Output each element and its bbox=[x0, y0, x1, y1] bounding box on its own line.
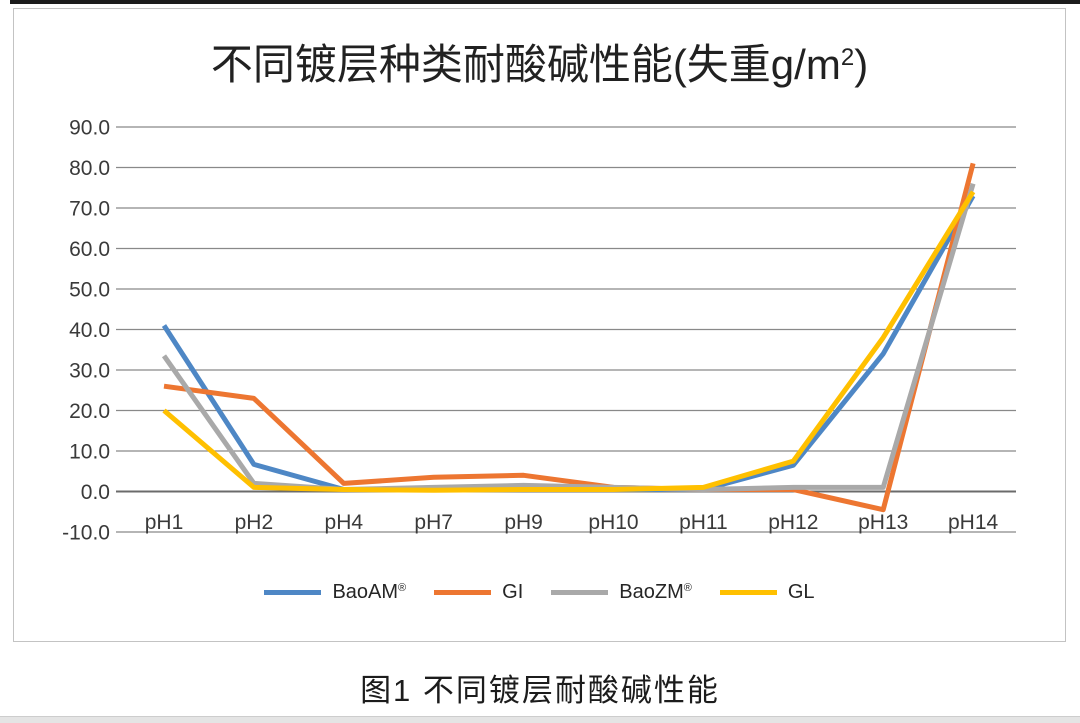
legend-line-swatch bbox=[434, 590, 492, 595]
legend-item-baozm: BaoZM® bbox=[551, 581, 692, 604]
y-axis-tick-label: 50.0 bbox=[69, 279, 110, 302]
chart-frame: 不同镀层种类耐酸碱性能(失重g/m2) 90.0 80.0 70.0 60.0 50.0… bbox=[13, 8, 1066, 642]
x-axis-category-label: pH14 bbox=[948, 511, 999, 534]
y-axis-tick-label: 30.0 bbox=[69, 360, 110, 383]
legend-line-swatch bbox=[264, 590, 322, 595]
x-axis-category-label: pH13 bbox=[858, 511, 908, 534]
legend-item-gi: GI bbox=[434, 581, 523, 604]
chart-title-close-paren: ) bbox=[854, 41, 869, 88]
y-axis-tick-label: -10.0 bbox=[62, 522, 110, 545]
y-axis-tick-label: 10.0 bbox=[69, 441, 110, 464]
x-axis-category-label: pH7 bbox=[414, 511, 453, 534]
chart-title: 不同镀层种类耐酸碱性能(失重g/m2) bbox=[14, 31, 1065, 92]
x-axis-category-label: pH1 bbox=[145, 511, 184, 534]
bottom-edge-strip bbox=[0, 716, 1080, 723]
legend-label: GL bbox=[787, 581, 815, 603]
top-edge-strip bbox=[10, 0, 1080, 4]
series-line-baozm bbox=[161, 182, 976, 492]
legend-item-baoam: BaoAM® bbox=[264, 581, 406, 604]
legend-label: BaoAM® bbox=[332, 581, 407, 603]
legend-label-superscript: ® bbox=[398, 582, 407, 594]
x-axis-category-label: pH11 bbox=[679, 511, 728, 534]
series-line-gi bbox=[163, 162, 976, 513]
y-axis-tick-label: 70.0 bbox=[69, 198, 110, 221]
legend-line-swatch bbox=[551, 590, 609, 595]
y-axis-tick-label: 20.0 bbox=[69, 400, 110, 423]
legend-label: GI bbox=[502, 581, 524, 603]
chart-title-text: 不同镀层种类耐酸碱性能(失重g/m bbox=[210, 41, 841, 88]
y-axis-tick-label: 90.0 bbox=[69, 117, 110, 140]
x-axis-category-label: pH9 bbox=[504, 511, 543, 534]
x-axis-category-label: pH12 bbox=[768, 511, 818, 534]
series-line-baoam bbox=[161, 194, 976, 492]
y-axis-tick-label: 0.0 bbox=[81, 481, 110, 504]
legend-label: BaoZM® bbox=[619, 581, 692, 603]
y-axis-tick-label: 60.0 bbox=[69, 238, 110, 261]
y-axis-tick-label: 80.0 bbox=[69, 157, 110, 180]
x-axis-category-label: pH4 bbox=[325, 511, 364, 534]
y-axis-tick-label: 40.0 bbox=[69, 319, 110, 342]
x-axis-category-label: pH2 bbox=[235, 511, 274, 534]
legend-label-superscript: ® bbox=[683, 582, 692, 594]
series-line-gl bbox=[162, 190, 976, 493]
plot-area: 90.0 80.0 70.0 60.0 50.0 40.0 30.0 20.0 10.0 0.0 -… bbox=[62, 117, 1016, 545]
chart-title-superscript: 2 bbox=[840, 44, 855, 71]
figure-caption: 图1 不同镀层耐酸碱性能 bbox=[360, 673, 720, 708]
chart-legend: BaoAM® GI BaoZM® GL bbox=[14, 581, 1065, 604]
x-axis-category-label: pH10 bbox=[588, 511, 638, 534]
legend-item-gl: GL bbox=[719, 581, 815, 604]
legend-line-swatch bbox=[719, 590, 777, 595]
